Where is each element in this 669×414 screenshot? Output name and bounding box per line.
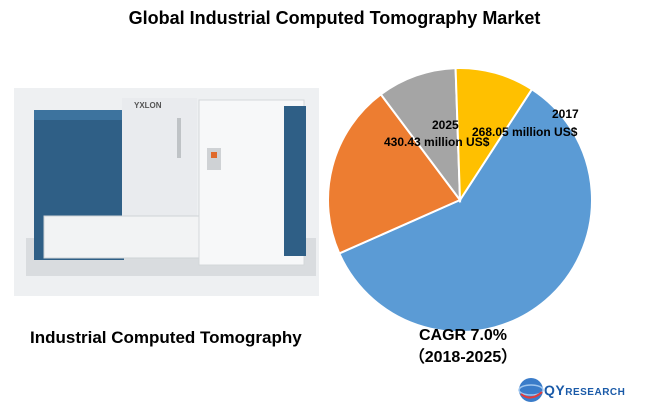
label-year-2017: 2017	[552, 107, 579, 121]
pie-slice-2025	[327, 92, 462, 255]
pie-slice-yellow	[454, 67, 534, 204]
ct-machine-image: YXLON	[14, 88, 319, 296]
brand-label: YXLON	[134, 101, 162, 110]
cagr-value: CAGR 7.0%	[418, 327, 508, 344]
logo-rest-text: RESEARCH	[565, 387, 626, 398]
label-value-2025: 430.43 million US$	[384, 135, 490, 149]
pie-slice-2017	[337, 87, 593, 333]
image-caption: Industrial Computed Tomography	[30, 328, 302, 347]
label-year-2025: 2025	[432, 118, 459, 132]
cagr-period: （2018-2025）	[408, 349, 518, 366]
label-value-2017: 268.05 million US$	[472, 125, 578, 139]
cagr-block: CAGR 7.0% （2018-2025）	[398, 325, 528, 369]
qyresearch-logo: QYRESEARCH	[516, 372, 636, 408]
pie-slice-gray	[379, 67, 462, 204]
logo-main-text: QY	[544, 382, 566, 398]
globe-icon	[518, 378, 544, 402]
market-pie-chart: 2025 430.43 million US$ 2017 268.05 mill…	[300, 30, 669, 350]
chart-title: Global Industrial Computed Tomography Ma…	[128, 8, 541, 28]
